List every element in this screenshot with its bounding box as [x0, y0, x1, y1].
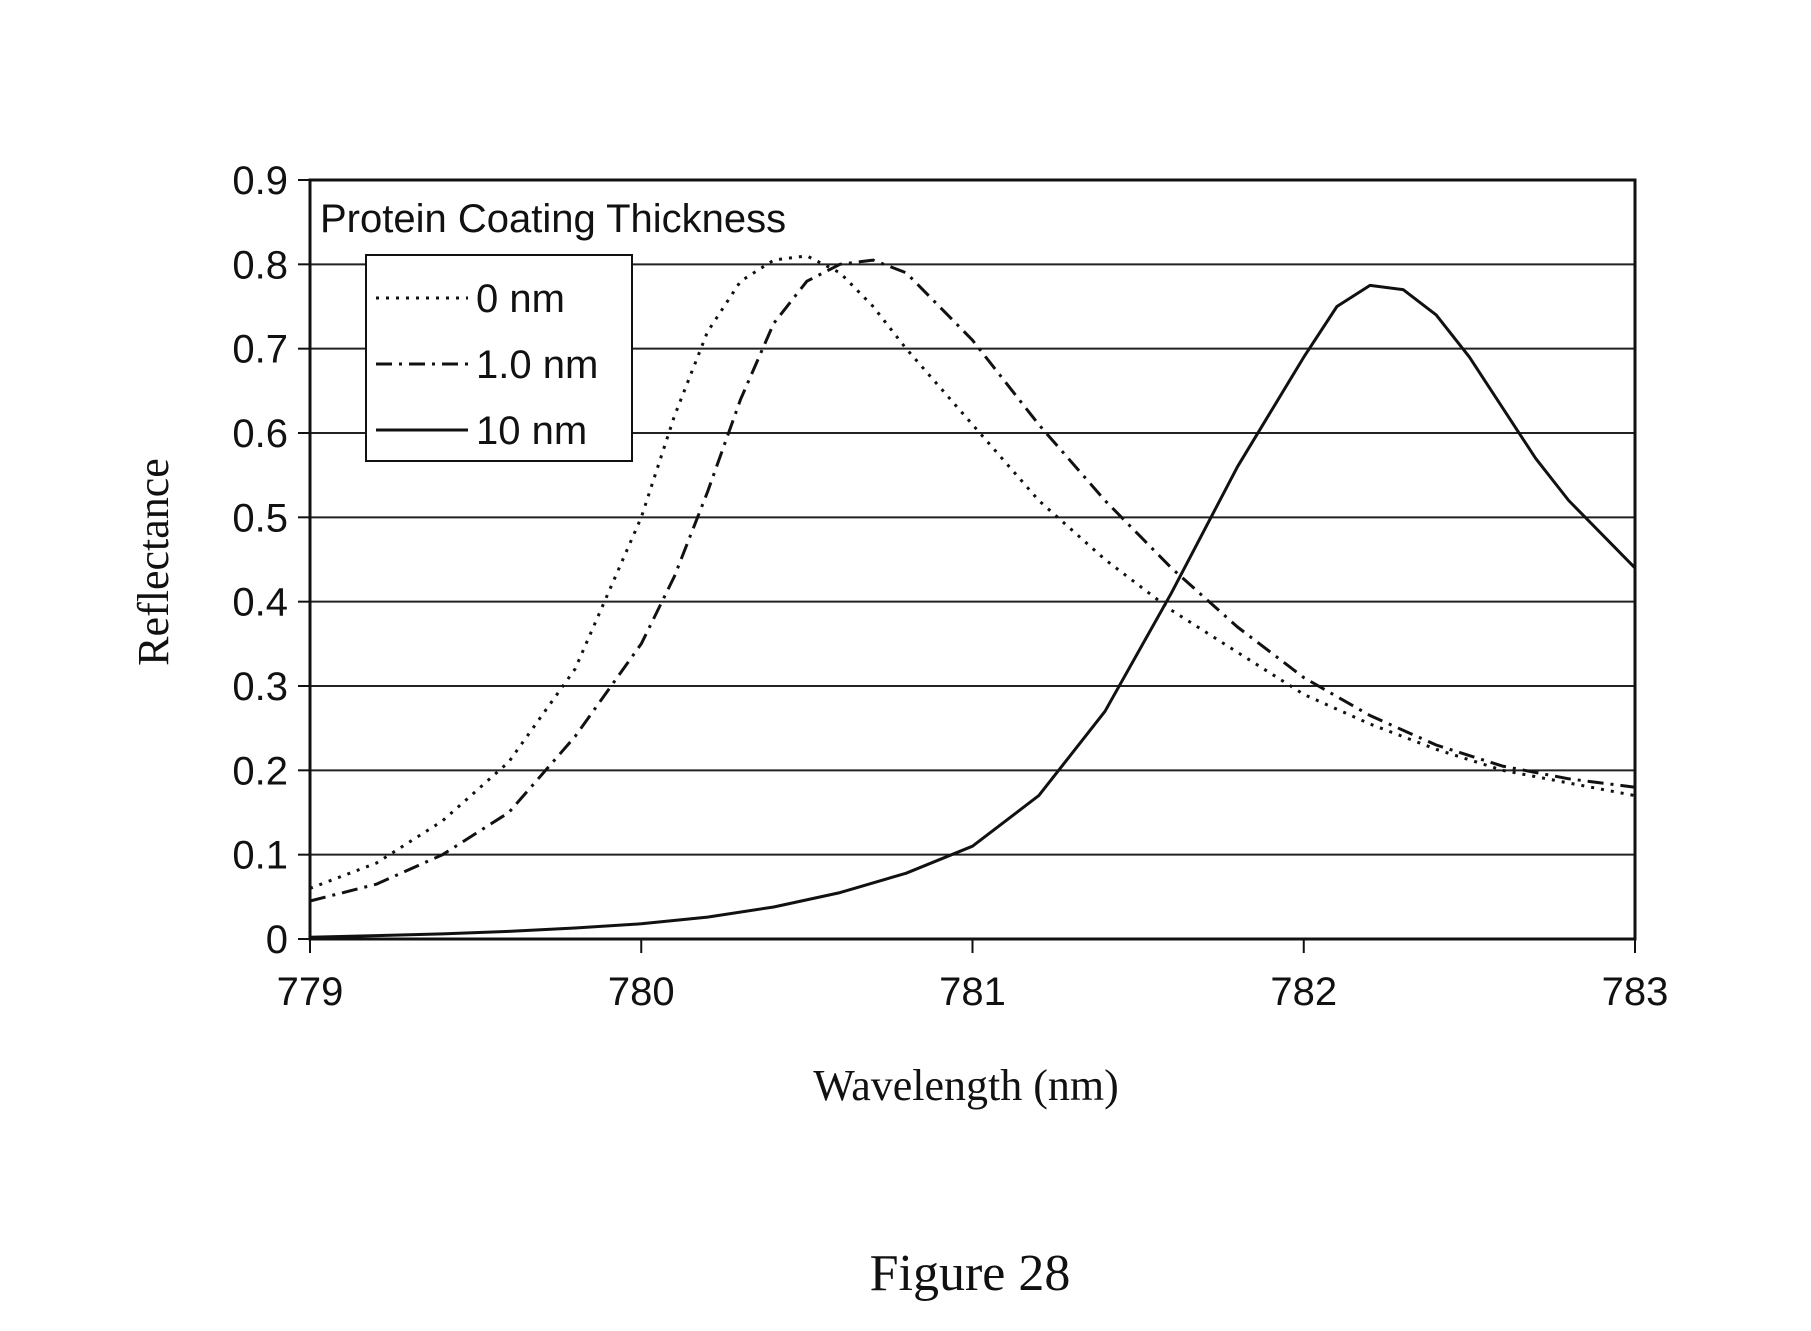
legend-label-2: 10 nm	[476, 409, 587, 453]
y-tick-label-0: 0	[266, 918, 288, 962]
x-tick-label-4: 783	[1602, 970, 1669, 1014]
x-tick-label-3: 782	[1270, 970, 1337, 1014]
x-tick-label-1: 780	[608, 970, 675, 1014]
y-tick-label-9: 0.9	[232, 159, 288, 203]
y-tick-label-1: 0.1	[232, 834, 288, 878]
x-tick-label-2: 781	[939, 970, 1006, 1014]
y-axis-title: Reflectance	[129, 458, 178, 666]
y-tick-label-3: 0.3	[232, 665, 288, 709]
x-axis-title: Wavelength (nm)	[813, 1061, 1119, 1110]
y-tick-label-5: 0.5	[232, 496, 288, 540]
y-tick-label-6: 0.6	[232, 412, 288, 456]
y-tick-label-2: 0.2	[232, 749, 288, 793]
legend-label-0: 0 nm	[476, 277, 565, 321]
y-tick-label-8: 0.8	[232, 243, 288, 287]
figure-caption: Figure 28	[870, 1245, 1071, 1302]
y-tick-label-7: 0.7	[232, 328, 288, 372]
legend: 0 nm 1.0 nm 10 nm	[366, 255, 632, 461]
y-tick-label-4: 0.4	[232, 581, 288, 625]
legend-title: Protein Coating Thickness	[320, 197, 786, 241]
x-tick-label-0: 779	[277, 970, 344, 1014]
legend-label-1: 1.0 nm	[476, 343, 598, 387]
